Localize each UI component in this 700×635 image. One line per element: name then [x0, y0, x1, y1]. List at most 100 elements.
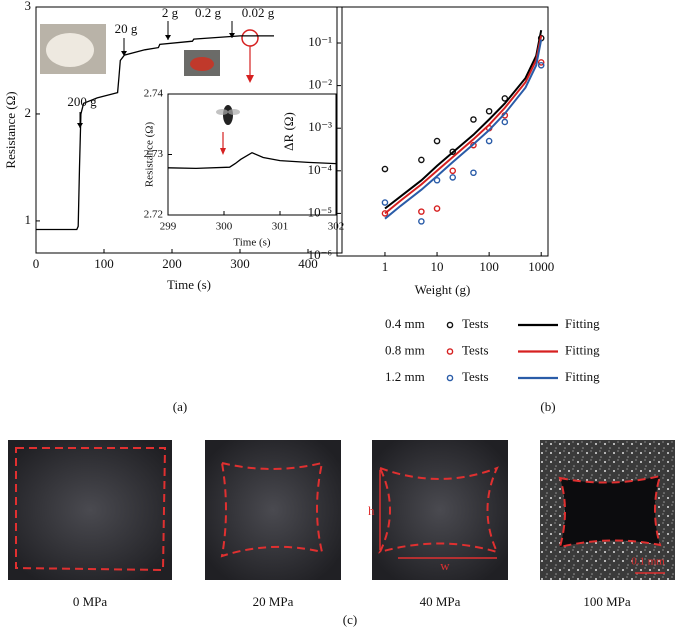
image-label: 40 MPa — [420, 594, 461, 609]
test-point — [470, 169, 477, 177]
legend-label: Fitting — [565, 316, 600, 331]
test-point — [470, 116, 477, 123]
test-point — [381, 165, 389, 173]
fly-wing — [228, 109, 240, 115]
test-point — [381, 210, 389, 217]
legend-marker — [446, 374, 454, 382]
legend-group: 0.4 mm — [385, 316, 425, 331]
test-point — [418, 156, 425, 164]
fly-arrow-head — [220, 148, 226, 155]
legend-marker — [446, 321, 454, 329]
x-tick-label: 100 — [479, 259, 499, 274]
y-tick-label: 2.72 — [144, 209, 163, 221]
fly — [223, 105, 233, 125]
plot-frame — [35, 6, 343, 254]
fit-line — [384, 30, 543, 210]
test-point — [449, 174, 457, 181]
fit-line — [384, 39, 543, 220]
image — [8, 440, 172, 580]
y-tick-label: 2 — [25, 105, 32, 120]
legend-group: 1.2 mm — [385, 369, 425, 384]
y-tick-label: 2.74 — [144, 88, 164, 100]
test-point — [433, 137, 441, 145]
panel-c: h w 0.1 mm 0 MPa 20 MPa 40 MPa 100 MPa (… — [8, 440, 675, 627]
x-axis-label: Weight (g) — [415, 282, 471, 297]
test-point — [433, 176, 441, 184]
annotation: 0.2 g — [195, 5, 222, 20]
rat-body — [46, 33, 94, 67]
x-axis-label: Time (s) — [167, 277, 211, 292]
scale-label: 0.1 mm — [631, 556, 665, 568]
legend-label: Tests — [462, 342, 489, 357]
y-tick-label: 2.73 — [144, 148, 164, 160]
y-tick-label: 10⁻³ — [308, 119, 332, 134]
legend-label: Fitting — [565, 369, 600, 384]
fly-wing — [216, 109, 228, 115]
x-tick-label: 200 — [162, 256, 182, 271]
legend-marker — [446, 348, 454, 355]
y-tick-label: 10⁻¹ — [308, 34, 332, 49]
x-tick-label: 100 — [94, 256, 114, 271]
annotation: 0.02 g — [242, 5, 275, 20]
highlight-circle — [241, 29, 259, 47]
test-point — [449, 148, 457, 156]
test-point — [501, 95, 509, 102]
x-tick-label: 1 — [382, 259, 389, 274]
x-tick-label: 1000 — [528, 259, 554, 274]
inset-frame — [167, 93, 337, 216]
test-point — [418, 218, 425, 225]
y-axis-label: Resistance (Ω) — [144, 122, 156, 188]
annotation-head — [77, 123, 83, 128]
legend-group: 0.8 mm — [385, 342, 425, 357]
test-point — [537, 59, 545, 66]
panel-label: (c) — [343, 612, 357, 627]
y-tick-label: 10⁻⁵ — [308, 204, 332, 219]
fit-line — [384, 35, 543, 215]
x-tick-label: 300 — [230, 256, 250, 271]
legend-label: Tests — [462, 369, 489, 384]
x-tick-label: 400 — [298, 256, 318, 271]
test-point — [537, 61, 545, 69]
x-tick-label: 300 — [216, 221, 233, 233]
annotation-head — [229, 33, 235, 38]
x-tick-label: 0 — [33, 256, 40, 271]
plot-frame — [336, 6, 549, 257]
x-tick-label: 299 — [160, 221, 177, 233]
seed — [190, 57, 214, 71]
test-point — [470, 141, 477, 149]
annotation-head — [165, 35, 171, 40]
pointer-head — [246, 75, 254, 83]
image-label: 0 MPa — [73, 594, 108, 609]
test-point — [485, 137, 493, 145]
outline — [220, 461, 324, 558]
x-tick-label: 301 — [272, 221, 289, 233]
image — [372, 440, 508, 580]
test-point — [501, 118, 509, 126]
y-tick-label: 10⁻² — [308, 77, 332, 92]
test-point — [433, 205, 441, 212]
outline — [15, 447, 167, 572]
panel-label: (a) — [173, 399, 187, 414]
image-label: 100 MPa — [583, 594, 631, 609]
image-label: 20 MPa — [253, 594, 294, 609]
outline — [558, 474, 662, 549]
x-axis-label: Time (s) — [233, 237, 271, 249]
y-tick-label: 10⁻⁶ — [308, 247, 332, 262]
annotation: 200 g — [67, 94, 97, 109]
y-tick-label: 3 — [25, 0, 32, 13]
test-point — [381, 199, 389, 206]
dimension-label: w — [440, 558, 450, 573]
test-point — [418, 208, 425, 215]
annotation: 20 g — [115, 21, 138, 36]
y-axis-label: ΔR (Ω) — [281, 112, 296, 151]
y-axis-label: Resistance (Ω) — [3, 91, 18, 168]
test-point — [485, 107, 493, 115]
x-tick-label: 10 — [431, 259, 444, 274]
legend-label: Tests — [462, 316, 489, 331]
test-point — [449, 167, 457, 175]
annotation: 2 g — [162, 5, 179, 20]
data-line — [167, 151, 337, 170]
y-tick-label: 10⁻⁴ — [308, 162, 333, 177]
y-tick-label: 1 — [25, 212, 32, 227]
